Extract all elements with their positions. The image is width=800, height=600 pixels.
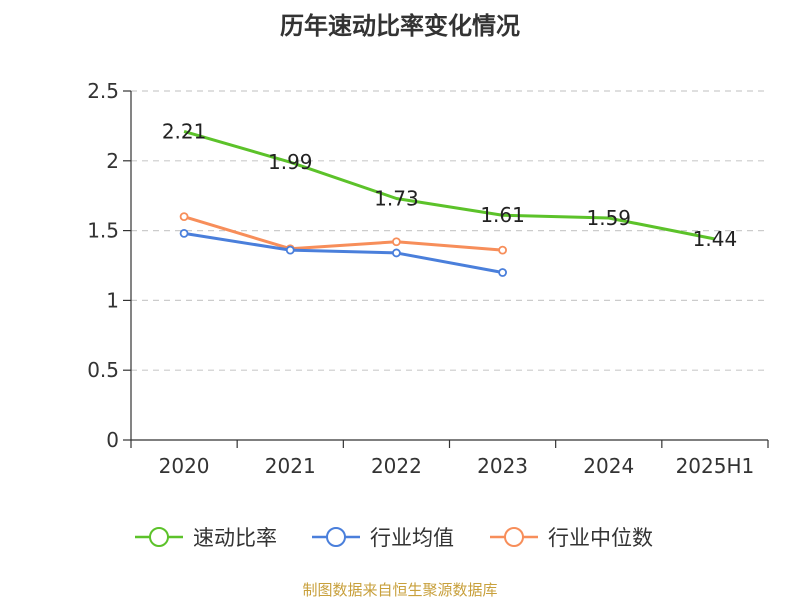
x-axis: 2020 2021 2022 2023 2024 2025H1 — [130, 439, 769, 478]
data-label: 1.59 — [586, 206, 631, 230]
series-line — [183, 231, 503, 274]
legend-marker — [149, 527, 169, 547]
x-tick-label: 2025H1 — [676, 454, 755, 478]
data-point — [498, 245, 507, 255]
data-point — [498, 268, 507, 277]
series-layer — [179, 130, 716, 277]
y-tick-label: 0 — [106, 428, 119, 452]
data-point — [179, 212, 189, 222]
legend[interactable]: 速动比率 行业均值 行业中位数 — [135, 526, 653, 550]
x-tick-label: 2024 — [583, 454, 634, 478]
data-point — [285, 245, 295, 255]
legend-item[interactable]: 行业均值 — [312, 526, 454, 550]
legend-item[interactable]: 速动比率 — [135, 526, 277, 550]
legend-label: 行业中位数 — [548, 526, 653, 550]
data-point — [392, 237, 401, 247]
y-tick-label: 2.5 — [87, 79, 119, 103]
grid — [131, 90, 768, 371]
legend-item[interactable]: 行业中位数 — [490, 526, 653, 550]
legend-label: 速动比率 — [193, 526, 277, 550]
y-tick-label: 1.5 — [87, 219, 119, 243]
data-label: 1.44 — [693, 227, 738, 251]
y-tick-label: 0.5 — [87, 358, 119, 382]
data-label: 1.73 — [374, 186, 419, 210]
x-tick-label: 2022 — [371, 454, 422, 478]
legend-label: 行业均值 — [370, 526, 454, 550]
x-tick-label: 2020 — [159, 454, 210, 478]
series-line — [183, 130, 716, 241]
data-label: 1.61 — [480, 203, 525, 227]
legend-marker — [326, 527, 346, 547]
data-point — [392, 248, 401, 258]
series-line — [183, 215, 503, 252]
x-tick-label: 2023 — [477, 454, 528, 478]
data-point — [179, 228, 189, 238]
x-tick-label: 2021 — [265, 454, 316, 478]
data-label: 1.99 — [268, 150, 313, 174]
y-tick-label: 2 — [106, 149, 119, 173]
legend-marker — [504, 527, 524, 547]
data-labels: 2.21 1.99 1.73 1.61 1.59 1.44 — [162, 119, 737, 250]
source-note: 制图数据来自恒生聚源数据库 — [302, 581, 497, 599]
y-axis: 0 0.5 1 1.5 2 2.5 — [87, 79, 132, 452]
data-label: 2.21 — [162, 119, 207, 143]
chart-title: 历年速动比率变化情况 — [280, 12, 520, 40]
y-tick-label: 1 — [106, 288, 119, 312]
